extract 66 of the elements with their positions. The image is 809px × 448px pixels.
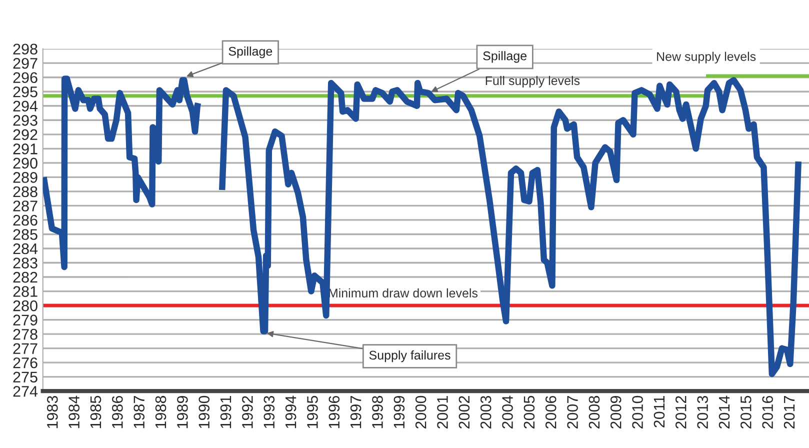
x-tick-label: 1995: [307, 396, 318, 428]
annotation: Spillage: [483, 51, 527, 63]
x-tick-label: 2010: [632, 396, 643, 428]
y-tick-label: 283: [13, 258, 38, 268]
y-tick-label: 278: [13, 328, 38, 340]
x-tick-label: 2015: [740, 396, 752, 428]
y-tick-label: 279: [13, 314, 38, 326]
y-tick-label: 292: [13, 129, 38, 140]
y-tick-label: 296: [13, 72, 38, 84]
x-tick-label: 1997: [350, 396, 362, 428]
x-tick-label: 1987: [134, 396, 145, 428]
x-tick-label: 2016: [762, 396, 774, 428]
x-tick-label: 1984: [68, 396, 80, 428]
x-tick-label: 1999: [394, 396, 405, 428]
series-label: Full supply levels: [486, 76, 580, 88]
y-tick-label: 277: [13, 343, 38, 354]
x-tick-label: 1983: [46, 396, 58, 428]
y-tick-label: 282: [13, 272, 38, 283]
y-tick-label: 295: [13, 86, 38, 98]
x-tick-label: 2006: [545, 396, 556, 428]
ref-line-label: Minimum draw down levels: [328, 288, 478, 298]
x-tick-label: 2005: [524, 396, 535, 428]
y-tick-label: 289: [13, 172, 38, 183]
x-tick-label: 2008: [588, 396, 600, 428]
x-tick-label: 1996: [328, 396, 340, 428]
y-tick-label: 297: [13, 58, 38, 69]
x-tick-label: 1998: [372, 396, 383, 428]
x-tick-label: 2003: [480, 396, 492, 428]
x-tick-label: 2001: [437, 396, 448, 428]
y-tick-label: 294: [13, 100, 38, 112]
y-tick-label: 281: [13, 286, 38, 297]
x-tick-label: 1986: [112, 396, 123, 428]
x-tick-label: 2004: [502, 396, 513, 428]
y-tick-label: 287: [13, 200, 38, 212]
y-tick-label: 285: [13, 229, 38, 240]
y-tick-label: 274: [13, 386, 38, 397]
x-tick-label: 2000: [415, 396, 426, 428]
x-tick-label: 1992: [242, 396, 253, 428]
x-tick-label: 2007: [567, 396, 578, 428]
x-tick-label: 2009: [610, 396, 622, 428]
x-tick-label: 1993: [264, 396, 275, 428]
x-tick-label: 2012: [676, 396, 686, 428]
y-tick-label: 288: [13, 186, 38, 198]
y-tick-label: 298: [13, 44, 38, 55]
x-tick-label: 2013: [697, 396, 708, 428]
x-tick-label: 1985: [90, 396, 102, 428]
y-tick-label: 276: [13, 357, 38, 368]
x-tick-label: 2011: [654, 396, 665, 428]
x-tick-label: 2014: [718, 396, 730, 428]
y-tick-label: 291: [13, 144, 38, 154]
y-tick-label: 275: [13, 372, 38, 383]
y-tick-label: 280: [13, 300, 38, 312]
series-label: New supply levels: [657, 52, 756, 64]
annotation: Supply failures: [369, 350, 450, 362]
y-tick-label: 286: [13, 214, 38, 226]
x-tick-label: 1989: [177, 396, 188, 428]
x-tick-label: 2017: [784, 396, 795, 428]
x-tick-label: 2002: [458, 396, 470, 428]
x-tick-label: 1988: [155, 396, 166, 428]
x-tick-label: 1994: [285, 396, 296, 428]
y-tick-label: 284: [13, 243, 38, 254]
y-tick-label: 293: [13, 115, 38, 126]
x-tick-label: 1991: [220, 396, 232, 428]
annotation: Spillage: [228, 46, 272, 58]
y-tick-label: 290: [13, 158, 38, 169]
x-tick-label: 1990: [198, 396, 210, 428]
